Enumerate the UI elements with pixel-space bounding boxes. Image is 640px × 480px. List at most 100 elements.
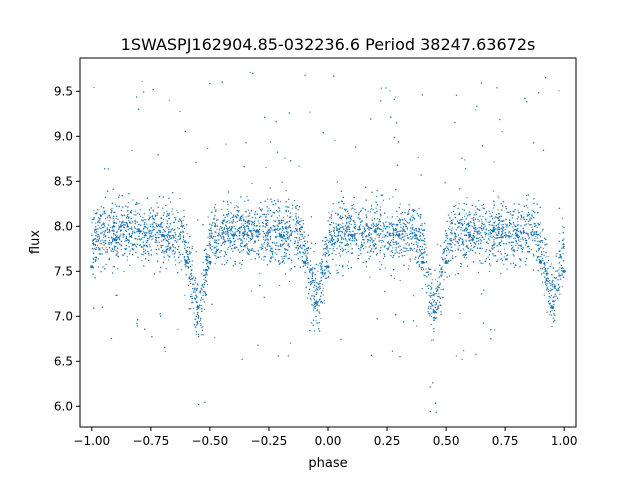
data-point bbox=[259, 273, 261, 275]
data-point bbox=[263, 243, 265, 245]
data-point bbox=[269, 245, 271, 248]
data-point bbox=[340, 226, 342, 228]
data-point bbox=[121, 244, 123, 246]
data-point bbox=[120, 249, 122, 251]
data-point bbox=[360, 224, 362, 226]
data-point bbox=[406, 222, 409, 224]
data-point bbox=[419, 217, 422, 219]
data-point bbox=[460, 222, 462, 224]
data-point bbox=[267, 239, 269, 241]
data-point bbox=[230, 232, 232, 234]
data-point bbox=[131, 232, 133, 234]
data-point bbox=[374, 238, 376, 240]
data-point bbox=[180, 269, 182, 271]
data-point bbox=[256, 234, 258, 236]
data-point bbox=[490, 265, 492, 267]
data-point bbox=[288, 244, 290, 246]
data-point bbox=[242, 214, 244, 216]
data-point bbox=[379, 213, 381, 215]
data-point bbox=[148, 230, 150, 232]
data-point bbox=[434, 279, 436, 281]
data-point bbox=[371, 207, 373, 209]
data-point bbox=[437, 307, 439, 309]
data-point bbox=[291, 262, 293, 264]
data-point bbox=[210, 232, 212, 234]
data-point bbox=[99, 218, 101, 220]
data-point bbox=[479, 237, 481, 239]
data-point bbox=[558, 269, 560, 271]
data-point bbox=[546, 271, 548, 273]
data-point bbox=[289, 342, 291, 344]
data-point bbox=[517, 216, 520, 218]
data-point bbox=[457, 213, 459, 215]
data-point bbox=[429, 315, 431, 317]
data-point bbox=[309, 111, 311, 113]
data-point bbox=[550, 314, 553, 316]
data-point bbox=[464, 215, 466, 217]
data-point bbox=[562, 269, 566, 273]
data-point bbox=[287, 215, 289, 217]
data-point bbox=[413, 217, 415, 219]
data-point bbox=[243, 227, 245, 230]
data-point bbox=[278, 215, 280, 217]
data-point bbox=[449, 275, 451, 277]
data-point bbox=[466, 197, 468, 199]
data-point bbox=[101, 239, 103, 241]
data-point bbox=[380, 87, 382, 89]
data-point bbox=[429, 286, 431, 288]
data-point bbox=[108, 258, 111, 261]
data-point bbox=[329, 238, 331, 240]
data-point bbox=[471, 235, 474, 237]
data-point bbox=[153, 228, 155, 230]
data-point bbox=[487, 256, 489, 258]
data-point bbox=[531, 215, 533, 218]
data-point bbox=[179, 236, 181, 238]
data-point bbox=[432, 339, 434, 341]
data-point bbox=[301, 235, 303, 237]
data-point bbox=[153, 218, 155, 220]
data-point bbox=[247, 236, 249, 238]
data-point bbox=[314, 279, 316, 282]
data-point bbox=[347, 230, 349, 232]
data-point bbox=[104, 226, 106, 228]
data-point bbox=[322, 294, 324, 296]
data-point bbox=[176, 210, 178, 212]
data-point bbox=[512, 233, 514, 236]
data-point bbox=[322, 283, 324, 285]
data-point bbox=[529, 219, 531, 221]
data-point bbox=[561, 286, 563, 288]
data-point bbox=[392, 196, 394, 198]
data-point bbox=[545, 77, 547, 79]
data-point bbox=[453, 232, 456, 234]
data-point bbox=[263, 256, 265, 258]
data-point bbox=[118, 225, 120, 227]
data-point bbox=[513, 237, 515, 239]
data-point bbox=[468, 233, 472, 237]
data-point bbox=[508, 234, 510, 237]
data-point bbox=[267, 213, 269, 215]
data-point bbox=[157, 245, 159, 247]
data-point bbox=[454, 249, 456, 251]
data-point bbox=[402, 247, 405, 249]
data-point bbox=[388, 246, 390, 248]
data-point bbox=[335, 223, 337, 225]
data-point bbox=[348, 212, 350, 214]
data-point bbox=[377, 218, 379, 220]
data-point bbox=[132, 199, 134, 201]
data-point bbox=[379, 239, 381, 241]
data-point bbox=[317, 322, 319, 324]
data-point bbox=[134, 210, 136, 212]
data-point bbox=[362, 225, 364, 227]
data-point bbox=[558, 90, 560, 92]
data-point bbox=[465, 239, 467, 241]
data-point bbox=[401, 234, 403, 236]
data-point bbox=[493, 243, 495, 245]
data-point bbox=[289, 225, 291, 227]
data-point bbox=[172, 246, 175, 248]
data-point bbox=[346, 208, 348, 210]
data-point bbox=[276, 228, 278, 230]
data-point bbox=[354, 221, 356, 224]
data-point bbox=[178, 228, 180, 230]
data-point bbox=[208, 260, 212, 264]
data-point bbox=[175, 259, 177, 261]
